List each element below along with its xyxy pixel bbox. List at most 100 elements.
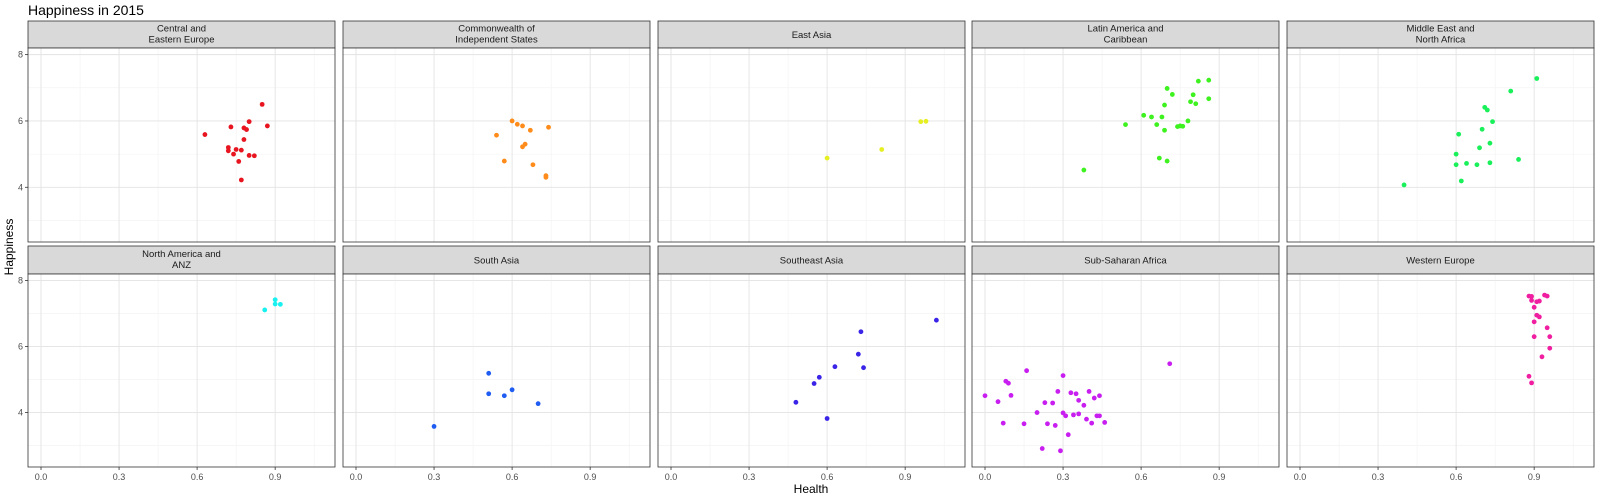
- data-point: [236, 159, 242, 164]
- data-point: [1487, 160, 1493, 166]
- data-point: [225, 145, 231, 150]
- x-tick-label: 0.3: [113, 472, 126, 482]
- x-tick-label: 0.9: [584, 472, 597, 482]
- data-point: [1050, 400, 1056, 406]
- data-point: [1531, 334, 1537, 340]
- panel-background: [1287, 274, 1594, 467]
- data-point: [241, 137, 247, 142]
- x-tick-label: 0.0: [35, 472, 48, 482]
- facet-strip-label: East Asia: [792, 30, 832, 41]
- x-tick-label: 0.0: [1294, 472, 1307, 482]
- facet-panel: East Asia: [657, 20, 966, 243]
- data-point: [1167, 361, 1173, 367]
- facet-strip-label: South Asia: [474, 256, 520, 267]
- data-point: [1164, 86, 1170, 91]
- data-point: [995, 399, 1001, 405]
- panel-border: [971, 47, 1280, 243]
- data-point: [1516, 157, 1521, 162]
- data-point: [272, 301, 278, 307]
- data-point: [816, 374, 822, 380]
- data-point: [1547, 334, 1553, 340]
- panel-background: [658, 274, 965, 467]
- x-tick-label: 0.3: [1372, 472, 1385, 482]
- panel-background: [343, 274, 650, 467]
- y-axis-label: Happiness: [2, 219, 16, 276]
- y-tick-label: 4: [18, 182, 23, 192]
- data-point: [277, 301, 283, 307]
- data-point: [1544, 325, 1550, 331]
- panel-border: [342, 273, 651, 468]
- facet-panel: Southeast Asia: [657, 245, 966, 468]
- data-point: [535, 401, 541, 407]
- data-point: [933, 317, 939, 323]
- data-point: [1071, 412, 1076, 418]
- facet-strip: [971, 245, 1280, 275]
- facet-panel: North America and ANZ: [27, 245, 336, 468]
- facet-strip: [657, 20, 966, 49]
- panel-border: [27, 273, 336, 468]
- facet-strip-label: Middle East and North Africa: [1406, 24, 1474, 46]
- data-point: [494, 132, 499, 138]
- facet-strip: [1286, 245, 1595, 275]
- y-axis-ticks: 4 6 8 4 6 8: [18, 50, 28, 418]
- data-point: [1534, 76, 1540, 81]
- data-point: [1097, 413, 1102, 419]
- chart-title: Happiness in 2015: [28, 2, 144, 18]
- panel-border: [1286, 47, 1595, 243]
- x-axis-ticks: 0.0 0.3 0.6 0.9 0.0 0.3 0.6 0.9 0.0 0.3 0.6 0.9 0.0 0…: [35, 467, 1540, 482]
- data-point: [1477, 145, 1482, 151]
- facet-strip-label: Latin America and Caribbean: [1087, 24, 1163, 46]
- x-tick-label: 0.3: [428, 472, 441, 482]
- data-point: [1063, 413, 1069, 419]
- data-point: [1086, 389, 1092, 394]
- data-point: [1162, 102, 1167, 108]
- data-point: [1091, 395, 1097, 401]
- panel-border: [657, 47, 966, 243]
- data-point: [244, 127, 249, 132]
- data-point: [1531, 319, 1537, 325]
- panel-border: [342, 47, 651, 243]
- data-point: [1076, 397, 1082, 403]
- facet-strip-label: Central and Eastern Europe: [148, 24, 214, 46]
- data-point: [1006, 380, 1011, 386]
- data-point: [1024, 368, 1030, 374]
- facet-panel: Western Europe: [1286, 245, 1595, 468]
- data-point: [1055, 389, 1061, 394]
- data-point: [1008, 393, 1014, 398]
- facet-strip: [27, 245, 336, 275]
- data-point: [1484, 107, 1490, 113]
- data-point: [238, 147, 244, 153]
- data-point: [923, 118, 929, 124]
- data-point: [1073, 391, 1079, 397]
- data-point: [1453, 151, 1459, 157]
- data-point: [1453, 162, 1459, 168]
- facet-strip: [1286, 20, 1595, 49]
- data-point: [251, 153, 257, 159]
- data-point: [1539, 354, 1545, 360]
- data-point: [1164, 158, 1170, 164]
- data-point: [832, 364, 838, 370]
- data-point: [262, 307, 268, 313]
- data-point: [1076, 411, 1082, 417]
- facet-strip-label: Commonwealth of Independent States: [455, 24, 538, 46]
- panel-background: [343, 48, 650, 242]
- data-point: [231, 151, 236, 157]
- data-point: [1474, 162, 1480, 168]
- facet-strip: [342, 245, 651, 275]
- data-point: [1097, 393, 1102, 399]
- data-point: [238, 177, 244, 183]
- x-tick-label: 0.0: [979, 472, 992, 482]
- data-point: [264, 123, 270, 129]
- data-point: [1456, 131, 1462, 137]
- data-point: [1180, 123, 1186, 129]
- data-point: [1544, 293, 1550, 299]
- data-point: [1102, 420, 1108, 425]
- panel-border: [1286, 273, 1595, 468]
- panel-background: [972, 48, 1279, 242]
- data-point: [233, 147, 239, 152]
- facet-panel: Latin America and Caribbean: [971, 20, 1280, 243]
- data-point: [1169, 92, 1175, 97]
- data-point: [1490, 119, 1495, 125]
- facet-strip-label: North America and ANZ: [142, 249, 221, 271]
- data-point: [1058, 448, 1063, 454]
